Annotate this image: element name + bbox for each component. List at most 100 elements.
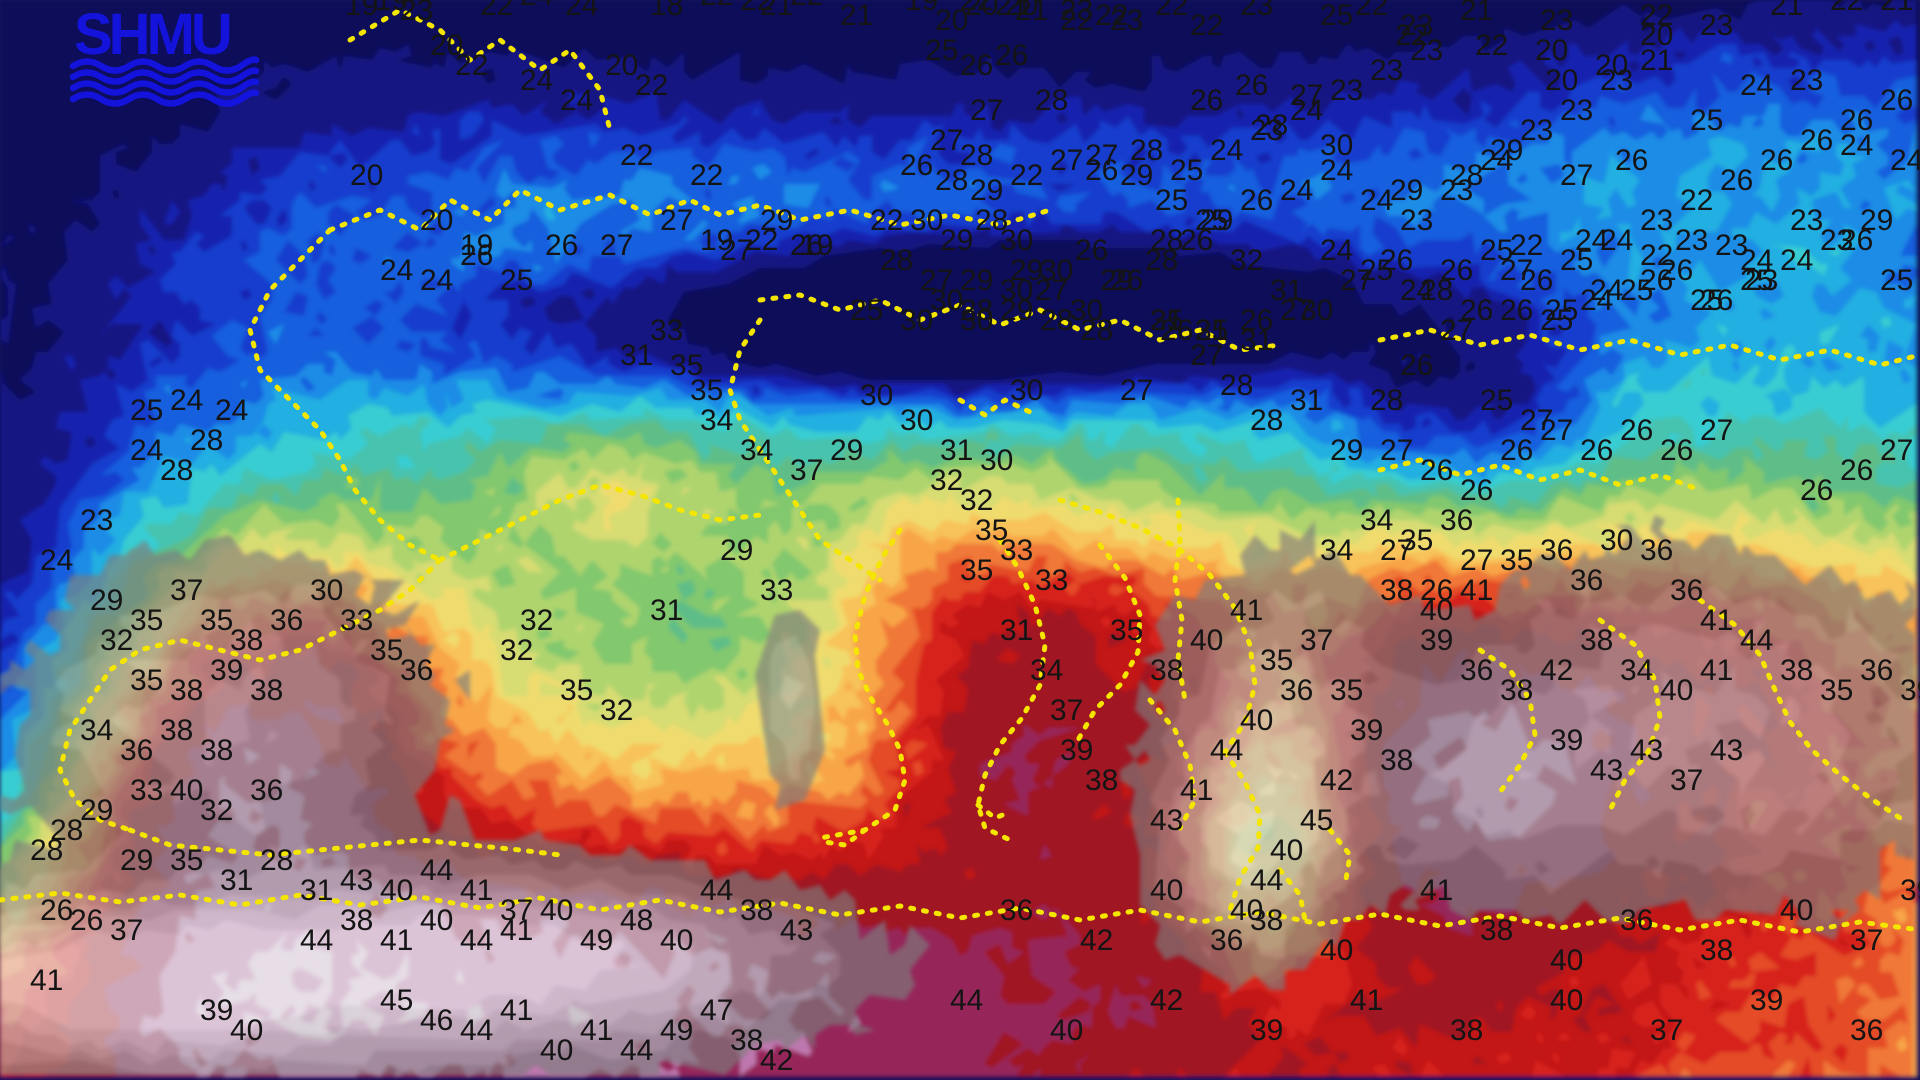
svg-text:25: 25: [1620, 274, 1653, 307]
svg-text:36: 36: [400, 654, 433, 687]
svg-text:38: 38: [1150, 654, 1183, 687]
svg-text:27: 27: [1380, 534, 1413, 567]
svg-text:28: 28: [190, 424, 223, 457]
svg-text:32: 32: [520, 604, 553, 637]
svg-text:24: 24: [380, 254, 413, 287]
svg-text:25: 25: [500, 264, 533, 297]
svg-text:40: 40: [1660, 674, 1693, 707]
svg-text:28: 28: [1040, 304, 1073, 337]
svg-text:44: 44: [1210, 734, 1243, 767]
svg-text:40: 40: [170, 774, 203, 807]
svg-text:24: 24: [1400, 274, 1433, 307]
svg-text:33: 33: [130, 774, 163, 807]
svg-text:36: 36: [1540, 534, 1573, 567]
svg-text:25: 25: [1195, 314, 1228, 347]
svg-text:27: 27: [720, 234, 753, 267]
svg-text:25: 25: [1480, 234, 1513, 267]
svg-text:26: 26: [1720, 164, 1753, 197]
svg-text:25: 25: [1540, 304, 1573, 337]
svg-text:24: 24: [560, 84, 593, 117]
svg-text:38: 38: [1700, 934, 1733, 967]
svg-text:37: 37: [790, 454, 823, 487]
svg-text:26: 26: [1800, 474, 1833, 507]
svg-text:43: 43: [1630, 734, 1663, 767]
svg-text:24: 24: [1210, 134, 1243, 167]
svg-text:26: 26: [1240, 184, 1273, 217]
svg-text:39: 39: [1750, 984, 1783, 1017]
svg-text:38: 38: [1580, 624, 1613, 657]
svg-text:35: 35: [200, 604, 233, 637]
svg-text:25: 25: [1690, 104, 1723, 137]
svg-text:38: 38: [1380, 744, 1413, 777]
svg-text:22: 22: [1190, 9, 1223, 42]
svg-text:26: 26: [1110, 264, 1143, 297]
svg-text:40: 40: [1190, 624, 1223, 657]
svg-text:23: 23: [1520, 114, 1553, 147]
svg-text:24: 24: [40, 544, 73, 577]
svg-text:49: 49: [580, 924, 613, 957]
svg-text:31: 31: [300, 874, 333, 907]
svg-text:21: 21: [1015, 0, 1048, 27]
svg-text:22: 22: [1830, 0, 1863, 17]
svg-text:31: 31: [1000, 614, 1033, 647]
svg-text:28: 28: [1145, 244, 1178, 277]
svg-text:25: 25: [1880, 264, 1913, 297]
svg-text:33: 33: [1000, 534, 1033, 567]
svg-text:31: 31: [220, 864, 253, 897]
svg-text:23: 23: [1240, 0, 1273, 22]
svg-text:28: 28: [1370, 384, 1403, 417]
svg-text:27: 27: [1880, 434, 1913, 467]
svg-text:32: 32: [500, 634, 533, 667]
svg-text:29: 29: [1390, 174, 1423, 207]
svg-text:30: 30: [930, 284, 963, 317]
svg-text:26: 26: [1580, 434, 1613, 467]
svg-text:36: 36: [1640, 534, 1673, 567]
svg-text:26: 26: [1840, 104, 1873, 137]
svg-text:25: 25: [1480, 384, 1513, 417]
svg-text:28: 28: [1080, 314, 1113, 347]
svg-text:26: 26: [40, 894, 73, 927]
svg-text:31: 31: [940, 434, 973, 467]
svg-text:24: 24: [1780, 244, 1813, 277]
svg-text:43: 43: [780, 914, 813, 947]
svg-text:23: 23: [1410, 34, 1443, 67]
svg-text:27: 27: [1700, 414, 1733, 447]
svg-text:30: 30: [910, 204, 943, 237]
svg-text:22: 22: [1680, 184, 1713, 217]
svg-text:20: 20: [350, 159, 383, 192]
svg-text:36: 36: [1670, 574, 1703, 607]
svg-text:20: 20: [420, 204, 453, 237]
svg-text:43: 43: [340, 864, 373, 897]
svg-text:35: 35: [130, 664, 163, 697]
svg-text:28: 28: [1130, 134, 1163, 167]
svg-text:44: 44: [700, 874, 733, 907]
svg-text:49: 49: [660, 1014, 693, 1047]
svg-text:35: 35: [1110, 614, 1143, 647]
svg-text:35: 35: [1260, 644, 1293, 677]
svg-text:26: 26: [1420, 574, 1453, 607]
svg-text:39: 39: [1550, 724, 1583, 757]
svg-text:21: 21: [1880, 0, 1913, 17]
svg-text:48: 48: [620, 904, 653, 937]
svg-text:23: 23: [1540, 4, 1573, 37]
svg-text:33: 33: [760, 574, 793, 607]
svg-text:34: 34: [1030, 654, 1063, 687]
svg-text:25: 25: [1560, 244, 1593, 277]
svg-text:23: 23: [1440, 174, 1473, 207]
svg-text:29: 29: [80, 794, 113, 827]
svg-text:22: 22: [870, 204, 903, 237]
svg-text:40: 40: [660, 924, 693, 957]
svg-text:28: 28: [1035, 84, 1068, 117]
svg-text:22: 22: [480, 0, 513, 22]
svg-text:25: 25: [925, 34, 958, 67]
svg-text:41: 41: [380, 924, 413, 957]
svg-text:32: 32: [100, 624, 133, 657]
svg-text:36: 36: [1210, 924, 1243, 957]
svg-text:44: 44: [1250, 864, 1283, 897]
svg-text:34: 34: [1320, 534, 1353, 567]
svg-text:37: 37: [1050, 694, 1083, 727]
svg-text:42: 42: [1320, 764, 1353, 797]
svg-text:23: 23: [1700, 9, 1733, 42]
svg-text:46: 46: [420, 1004, 453, 1037]
svg-text:23: 23: [1675, 224, 1708, 257]
